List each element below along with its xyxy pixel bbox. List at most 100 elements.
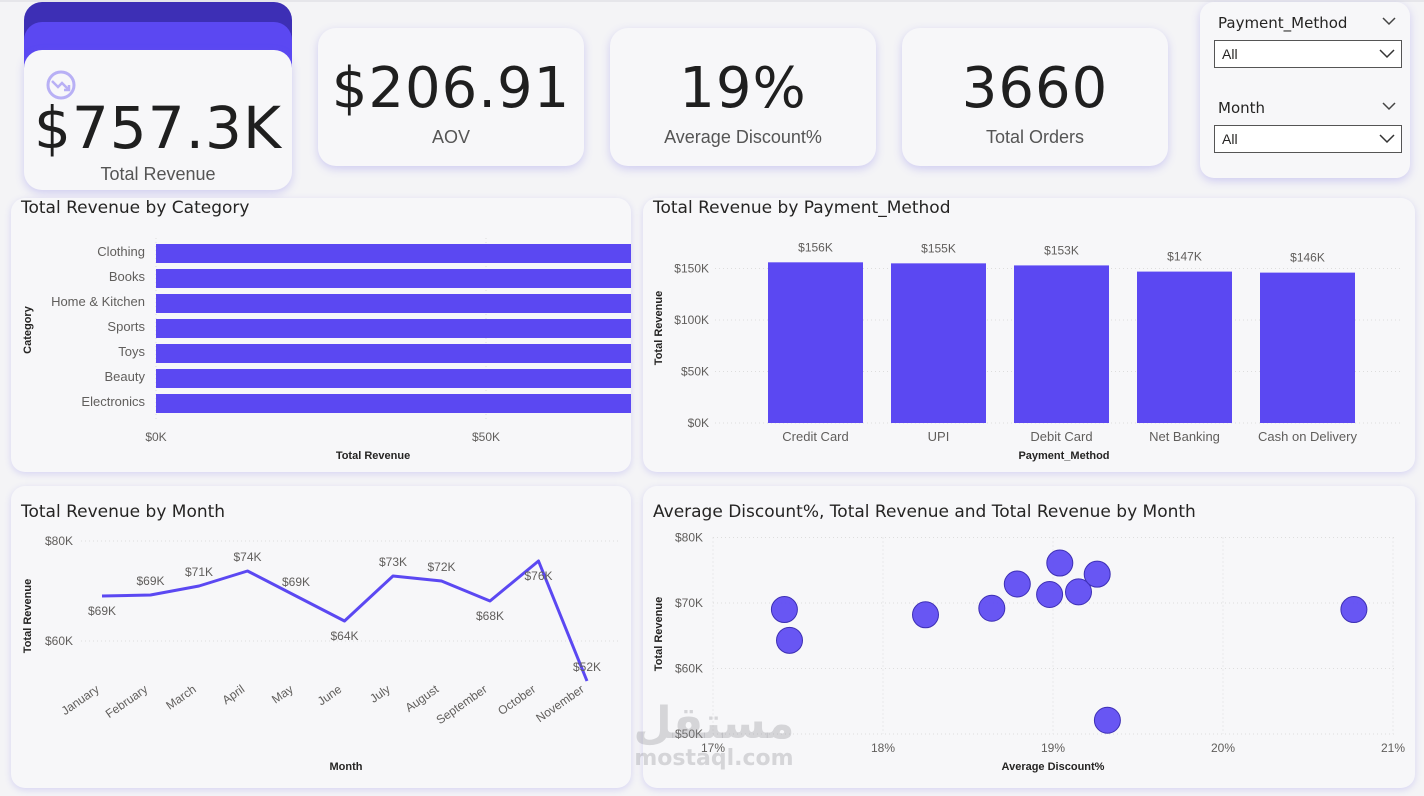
category-bar-chart: $0K$50K$100KClothing$115KBooks$111KHome …: [11, 198, 631, 472]
scatter-point: [1004, 571, 1030, 597]
y-tick-label: $0K: [688, 416, 709, 430]
category-bar: [156, 394, 631, 413]
category-label: Toys: [118, 344, 145, 359]
category-label: Debit Card: [1030, 429, 1092, 444]
y-axis-title: Total Revenue: [653, 291, 665, 365]
kpi-total-orders-value: 3660: [902, 56, 1168, 121]
category-label: Clothing: [97, 244, 145, 259]
data-label: $155K: [921, 241, 956, 255]
month-label: November: [533, 682, 586, 725]
panel-revenue-by-month: Total Revenue by Month $60K $80K $69K $69K $…: [11, 486, 631, 788]
data-label: $69K: [282, 575, 310, 589]
x-axis-title: Payment_Method: [1018, 450, 1109, 462]
payment-bar: [1260, 273, 1355, 423]
data-label: $76K: [524, 569, 552, 583]
kpi-average-discount-value: 19%: [610, 56, 876, 121]
month-label: February: [103, 682, 150, 721]
x-tick-label: 20%: [1211, 741, 1235, 755]
y-tick-label: $50K: [681, 365, 709, 379]
data-label: $153K: [1044, 243, 1079, 257]
category-bar: [156, 269, 631, 288]
x-tick-label: 19%: [1041, 741, 1065, 755]
month-label: January: [59, 682, 102, 718]
watermark-arabic: مستقل: [624, 700, 804, 748]
month-label: April: [220, 682, 248, 707]
category-label: UPI: [928, 429, 950, 444]
category-bar: [156, 344, 631, 363]
slicer-payment-dropdown[interactable]: All: [1214, 40, 1402, 68]
category-label: Net Banking: [1149, 429, 1220, 444]
category-bar: [156, 369, 631, 388]
panel-revenue-by-payment: Total Revenue by Payment_Method $0K $50K $…: [643, 198, 1415, 472]
slicer-month-value: All: [1222, 131, 1238, 147]
x-axis-title: Average Discount%: [1002, 761, 1105, 773]
scatter-point: [913, 602, 939, 628]
revenue-line: [102, 561, 587, 681]
data-label: $71K: [185, 565, 213, 579]
data-label: $72K: [427, 560, 455, 574]
data-label: $147K: [1167, 250, 1202, 264]
kpi-total-revenue-label: Total Revenue: [24, 164, 292, 185]
category-label: Sports: [107, 319, 145, 334]
scatter-point: [1341, 597, 1367, 623]
slicer-month-dropdown[interactable]: All: [1214, 125, 1402, 153]
month-label: June: [315, 682, 345, 709]
month-label: August: [403, 682, 442, 715]
x-axis-title: Total Revenue: [336, 450, 410, 462]
scatter-point: [1047, 550, 1073, 576]
category-label: Credit Card: [782, 429, 848, 444]
data-label: $73K: [379, 555, 407, 569]
data-label: $68K: [476, 609, 504, 623]
watermark-latin: mostaql.com: [624, 748, 804, 770]
slicer-month-label: Month: [1218, 99, 1265, 117]
month-label: September: [434, 682, 490, 727]
y-axis-title: Category: [22, 305, 34, 354]
x-tick-label: 18%: [871, 741, 895, 755]
payment-bar: [1014, 265, 1109, 423]
payment-bar: [1137, 272, 1232, 423]
slicer-payment-value: All: [1222, 46, 1238, 62]
category-label: Books: [109, 269, 146, 284]
kpi-aov: $206.91 AOV: [318, 28, 584, 166]
category-label: Beauty: [105, 369, 146, 384]
payment-bar: [768, 262, 863, 423]
scatter-point: [1084, 561, 1110, 587]
scatter-point: [979, 595, 1005, 621]
data-label: $64K: [330, 629, 358, 643]
data-label: $146K: [1290, 251, 1325, 265]
payment-bar: [891, 263, 986, 423]
x-axis-title: Month: [330, 761, 363, 773]
y-tick-label: $70K: [675, 596, 703, 610]
scatter-point: [771, 597, 797, 623]
category-label: Electronics: [81, 394, 145, 409]
data-label: $74K: [233, 550, 261, 564]
x-tick-label: 21%: [1381, 741, 1405, 755]
data-label: $156K: [798, 240, 833, 254]
y-tick-label: $100K: [674, 313, 709, 327]
data-label: $69K: [136, 574, 164, 588]
kpi-total-revenue-value: $757.3K: [24, 94, 292, 162]
category-bar: [156, 294, 631, 313]
payment-bar-chart: $0K$50K$100K$150K$156KCredit Card$155KUP…: [643, 198, 1415, 472]
revenue-card-stack: $757.3K Total Revenue: [24, 0, 292, 196]
kpi-total-orders-label: Total Orders: [902, 127, 1168, 148]
kpi-total-revenue: $757.3K Total Revenue: [24, 50, 292, 190]
y-axis-title: Total Revenue: [22, 579, 34, 653]
y-axis-title: Total Revenue: [653, 597, 665, 671]
kpi-average-discount-label: Average Discount%: [610, 127, 876, 148]
scatter-point: [777, 627, 803, 653]
month-line-chart: $60K $80K $69K $69K $71K $74K $69K $64K $73K $72K…: [11, 486, 631, 788]
category-label: Cash on Delivery: [1258, 429, 1357, 444]
category-label: Home & Kitchen: [51, 294, 145, 309]
data-label: $69K: [88, 604, 116, 618]
month-label: July: [367, 682, 393, 706]
month-label: May: [269, 682, 296, 706]
chevron-down-icon[interactable]: [1382, 17, 1396, 26]
kpi-average-discount: 19% Average Discount%: [610, 28, 876, 166]
kpi-aov-label: AOV: [318, 127, 584, 148]
chevron-down-icon[interactable]: [1382, 102, 1396, 111]
scatter-point: [1037, 581, 1063, 607]
x-tick-label: $0K: [145, 430, 166, 444]
chevron-down-icon: [1379, 134, 1395, 144]
slicer-panel: Payment_Method All Month All: [1200, 2, 1410, 178]
